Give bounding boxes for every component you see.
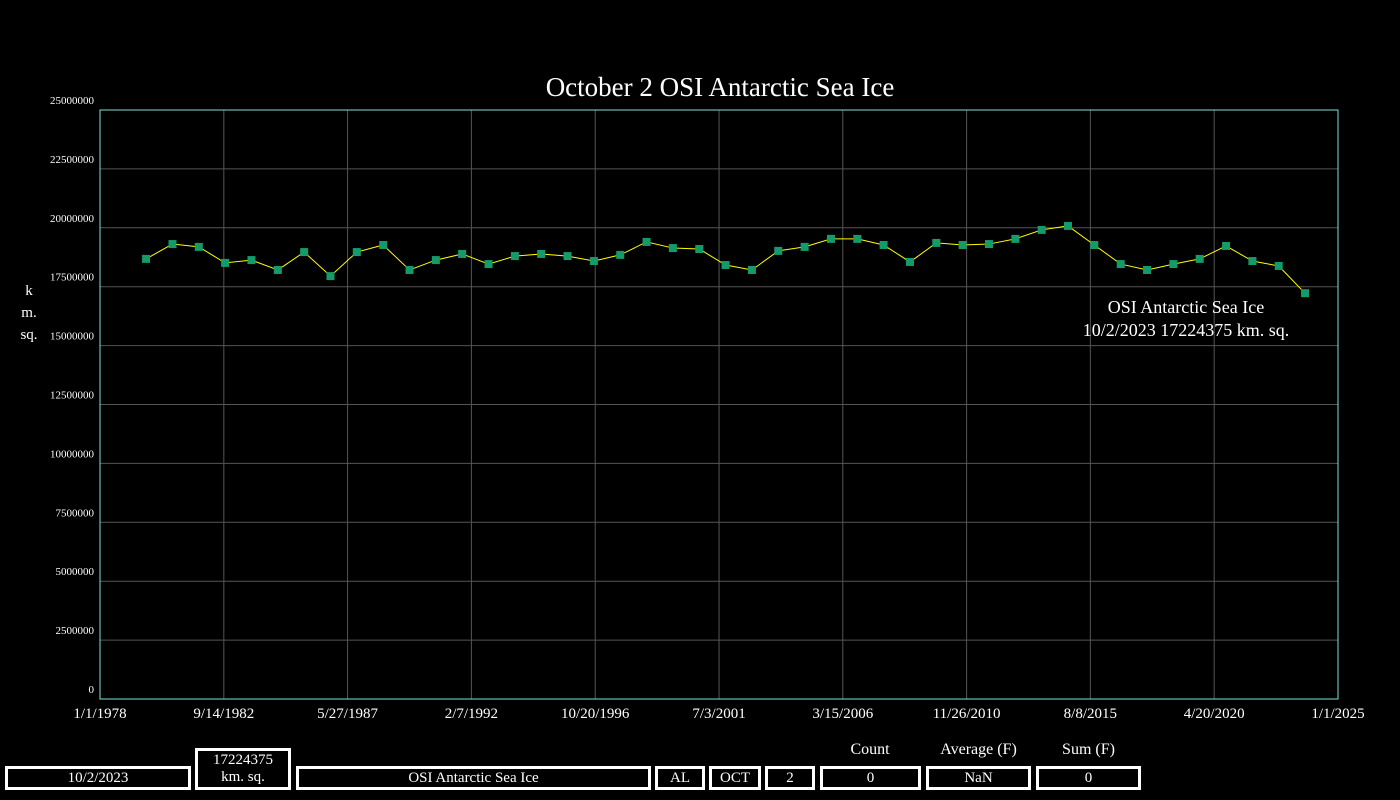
stat-field[interactable]: NaN — [926, 766, 1031, 790]
y-tick-label: 15000000 — [50, 331, 95, 343]
data-point — [221, 258, 230, 267]
dataset-field[interactable]: OSI Antarctic Sea Ice — [296, 766, 651, 790]
data-point — [194, 242, 203, 251]
x-tick-label: 2/7/1992 — [445, 706, 498, 722]
stat-label: Count — [850, 741, 890, 758]
x-tick-label: 7/3/2001 — [692, 706, 745, 722]
data-point — [642, 237, 651, 246]
data-point — [168, 240, 177, 249]
data-point — [668, 244, 677, 253]
data-point — [1301, 289, 1310, 298]
day-field[interactable]: 2 — [765, 766, 815, 790]
y-tick-label: 25000000 — [50, 95, 95, 107]
y-tick-label: 17500000 — [50, 272, 95, 284]
data-point — [721, 261, 730, 270]
x-tick-label: 9/14/1982 — [193, 706, 254, 722]
annotation-line: 10/2/2023 17224375 km. sq. — [1082, 320, 1290, 340]
data-point — [800, 242, 809, 251]
data-point — [563, 252, 572, 261]
x-tick-label: 1/1/2025 — [1311, 706, 1364, 722]
data-point — [431, 256, 440, 265]
data-point — [747, 265, 756, 274]
data-point — [826, 234, 835, 243]
data-point — [405, 265, 414, 274]
y-axis-label: km. sq. — [20, 283, 38, 343]
x-tick-label: 10/20/1996 — [561, 706, 630, 722]
data-point — [273, 265, 282, 274]
plot-border — [99, 109, 1339, 700]
chart-title: October 2 OSI Antarctic Sea Ice — [546, 72, 895, 102]
data-point — [1037, 225, 1046, 234]
data-point — [1064, 221, 1073, 230]
x-tick-label: 11/26/2010 — [933, 706, 1001, 722]
data-point — [853, 234, 862, 243]
data-point — [1011, 234, 1020, 243]
stat-label: Sum (F) — [1062, 741, 1115, 758]
data-point — [616, 250, 625, 259]
series-line — [145, 225, 1306, 294]
x-tick-label: 3/15/2006 — [812, 706, 873, 722]
data-point — [1169, 260, 1178, 269]
data-point — [352, 248, 361, 257]
data-point — [984, 240, 993, 249]
data-point — [695, 245, 704, 254]
y-tick-label: 20000000 — [50, 213, 95, 225]
data-point — [1195, 254, 1204, 263]
x-tick-label: 8/8/2015 — [1064, 706, 1117, 722]
data-point — [300, 248, 309, 257]
data-point — [537, 249, 546, 258]
data-point — [879, 240, 888, 249]
data-point — [1143, 265, 1152, 274]
chart: October 2 OSI Antarctic Sea Ice 0 2500000… — [50, 72, 1365, 722]
y-tick-label: 5000000 — [56, 566, 95, 578]
y-tick-label: 2500000 — [56, 625, 95, 637]
y-tick-label: 10000000 — [50, 448, 95, 460]
stat-label: Average (F) — [940, 741, 1017, 758]
annotation: OSI Antarctic Sea Ice 10/2/2023 17224375 … — [1076, 296, 1296, 342]
data-point — [247, 256, 256, 265]
data-point — [1116, 260, 1125, 269]
annotation-line: OSI Antarctic Sea Ice — [1107, 297, 1265, 317]
data-point — [589, 257, 598, 266]
stat-field[interactable]: 0 — [820, 766, 921, 790]
y-tick-label: 22500000 — [50, 154, 95, 166]
data-point — [379, 240, 388, 249]
extent-field[interactable]: 17224375 km. sq. — [195, 748, 291, 790]
x-tick-label: 4/20/2020 — [1184, 706, 1245, 722]
data-point — [1222, 241, 1231, 250]
data-point — [326, 272, 335, 281]
data-point — [1248, 257, 1257, 266]
data-point — [142, 254, 151, 263]
data-point — [510, 252, 519, 261]
data-point — [1090, 240, 1099, 249]
date-field[interactable]: 10/2/2023 — [5, 766, 191, 790]
month-field[interactable]: OCT — [709, 766, 761, 790]
data-point — [484, 260, 493, 269]
region-field[interactable]: AL — [655, 766, 705, 790]
y-tick-label: 7500000 — [56, 507, 95, 519]
data-point — [958, 240, 967, 249]
x-tick-label: 5/27/1987 — [317, 706, 378, 722]
data-point — [905, 257, 914, 266]
y-tick-label: 0 — [89, 684, 95, 696]
data-point — [932, 238, 941, 247]
data-point — [774, 246, 783, 255]
stat-field[interactable]: 0 — [1036, 766, 1141, 790]
data-point — [458, 249, 467, 258]
y-tick-label: 12500000 — [50, 390, 95, 402]
x-tick-label: 1/1/1978 — [73, 706, 126, 722]
data-point — [1274, 261, 1283, 270]
